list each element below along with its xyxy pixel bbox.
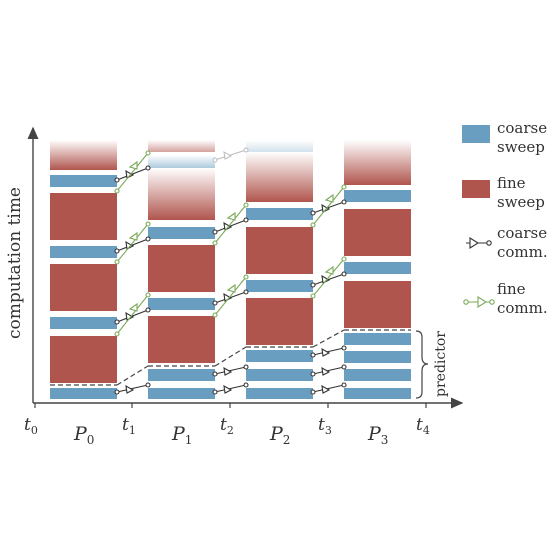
predictor-label: predictor xyxy=(433,331,449,397)
fine-comm-icon xyxy=(463,296,495,308)
processor-labels: P0 P1 P2 P3 xyxy=(73,423,388,447)
legend-coarse-comm: coarse comm. xyxy=(466,224,548,261)
coarse-block xyxy=(50,317,117,329)
fine-block xyxy=(148,245,215,292)
time-label: t1 xyxy=(122,415,136,437)
fine-comm-arrow xyxy=(310,256,347,299)
coarse-comm-arrow xyxy=(114,165,151,183)
coarse-block xyxy=(246,208,313,220)
legend-fine-comm: fine comm. xyxy=(463,280,548,317)
fine-block xyxy=(246,227,313,274)
fine-block xyxy=(50,264,117,311)
fine-comm-arrow xyxy=(114,292,151,337)
fine-block xyxy=(50,193,117,240)
fine-block xyxy=(50,336,117,383)
coarse-block xyxy=(344,262,411,274)
fine-fade xyxy=(344,140,411,185)
fine-fade xyxy=(50,140,117,170)
coarse-block xyxy=(246,369,313,381)
coarse-comm-arrow xyxy=(114,382,151,395)
fine-comm-arrow xyxy=(114,150,151,194)
time-label: t3 xyxy=(318,415,332,437)
fine-block xyxy=(148,316,215,363)
coarse-block xyxy=(344,388,411,399)
fine-fade xyxy=(148,140,215,152)
svg-text:comm.: comm. xyxy=(497,299,548,317)
axes xyxy=(27,126,464,409)
coarse-comm-arrow xyxy=(212,364,249,377)
svg-text:fine: fine xyxy=(497,280,526,298)
coarse-block xyxy=(148,298,215,310)
time-label: t0 xyxy=(24,415,38,437)
coarse-comm-arrow xyxy=(212,217,249,235)
fine-comm-arrow xyxy=(310,184,347,228)
coarse-comm-arrow xyxy=(310,199,347,216)
fine-comm-arrow xyxy=(212,202,249,246)
column-p0 xyxy=(50,140,117,399)
legend-coarse-sweep: coarse sweep xyxy=(462,119,547,156)
coarse-comm-arrow xyxy=(310,364,347,377)
coarse-block xyxy=(50,388,117,399)
faded-comms xyxy=(212,147,249,163)
fine-comm-arrow xyxy=(114,221,151,265)
coarse-comm-arrow xyxy=(212,289,249,306)
coarse-swatch xyxy=(462,125,490,143)
svg-text:fine: fine xyxy=(497,174,526,192)
fine-block xyxy=(344,281,411,328)
processor-label: P1 xyxy=(171,423,192,447)
y-axis-label: computation time xyxy=(5,187,25,339)
svg-text:coarse: coarse xyxy=(497,119,547,137)
predictor-brace xyxy=(415,330,429,399)
coarse-comm-icon xyxy=(466,237,492,249)
coarse-block xyxy=(50,246,117,258)
svg-text:comm.: comm. xyxy=(497,243,548,261)
coarse-comm-arrow xyxy=(212,147,249,163)
fine-comm-arrow xyxy=(212,274,249,318)
fine-block xyxy=(246,298,313,345)
coarse-comm-arrow xyxy=(114,307,151,325)
coarse-block xyxy=(246,350,313,362)
coarse-block xyxy=(148,388,215,399)
coarse-fade xyxy=(246,140,313,152)
processor-label: P2 xyxy=(269,423,290,447)
fine-block xyxy=(344,209,411,256)
time-label: t4 xyxy=(416,415,430,437)
coarse-block xyxy=(246,280,313,292)
time-labels: t0 t1 t2 t3 t4 xyxy=(24,415,430,437)
coarse-block xyxy=(148,227,215,239)
svg-text:coarse: coarse xyxy=(497,224,547,242)
svg-text:sweep: sweep xyxy=(497,193,545,211)
column-p2 xyxy=(246,140,313,399)
predictor-separators xyxy=(50,329,411,386)
fine-swatch xyxy=(462,180,490,198)
coarse-comm-arrow xyxy=(212,382,249,395)
time-label: t2 xyxy=(220,415,234,437)
coarse-block xyxy=(246,388,313,399)
column-p3 xyxy=(344,140,411,399)
processor-label: P3 xyxy=(367,423,388,447)
coarse-comm-arrow xyxy=(310,271,347,288)
svg-text:sweep: sweep xyxy=(497,138,545,156)
coarse-comm-arrow xyxy=(114,236,151,254)
coarse-comm-arrow xyxy=(310,345,347,358)
fine-fade xyxy=(246,152,313,202)
processor-label: P0 xyxy=(73,423,94,447)
coarse-block xyxy=(344,369,411,381)
coarse-block xyxy=(344,351,411,363)
fine-fade xyxy=(148,168,215,220)
column-p1 xyxy=(148,140,215,399)
coarse-fade xyxy=(148,155,215,168)
legend: coarse sweep fine sweep coarse comm. xyxy=(462,119,548,317)
coarse-block xyxy=(344,190,411,202)
coarse-block xyxy=(344,333,411,345)
coarse-block xyxy=(148,369,215,381)
coarse-block xyxy=(50,175,117,187)
fine-comms xyxy=(114,150,347,337)
coarse-comm-arrow xyxy=(310,382,347,395)
legend-fine-sweep: fine sweep xyxy=(462,174,545,211)
